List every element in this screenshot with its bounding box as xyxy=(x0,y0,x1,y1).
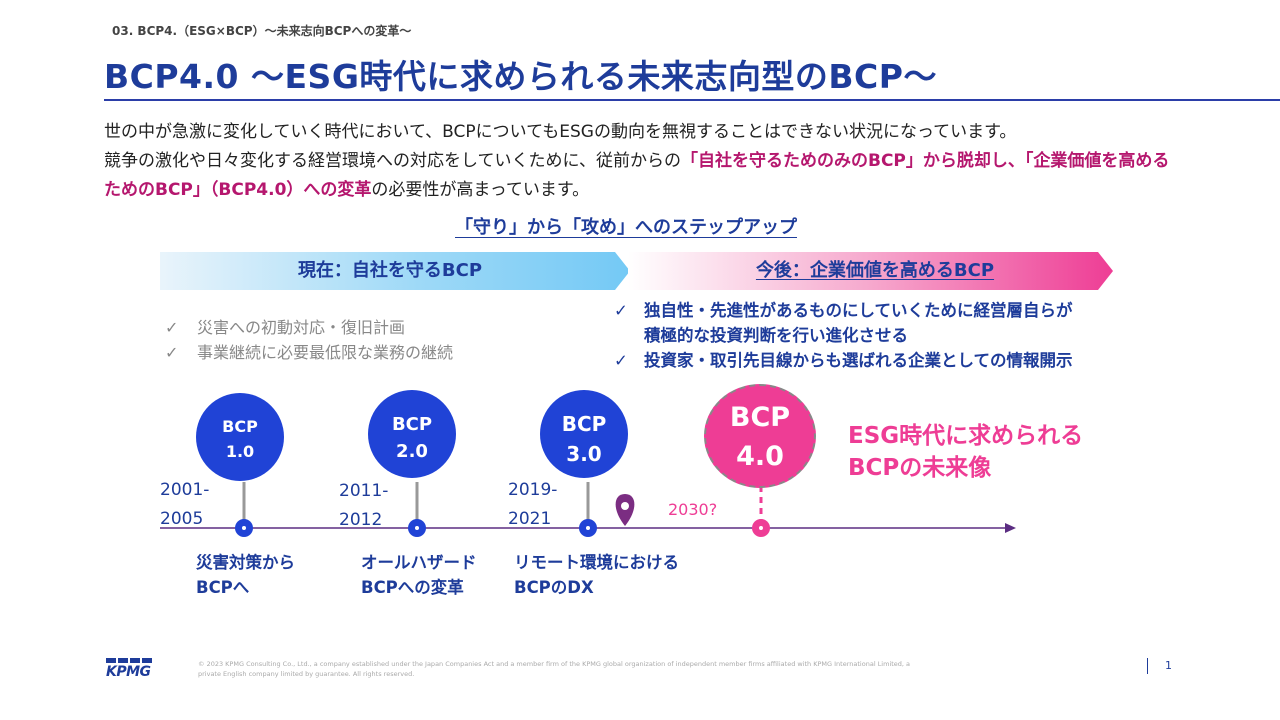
page-number-divider xyxy=(1147,658,1148,674)
timeline-arrowhead xyxy=(1005,523,1016,533)
future-label: 今後：企業価値を高めるBCP xyxy=(755,260,995,281)
list-item: ✓ 独自性・先進性があるものにしていくために経営層自らが xyxy=(614,298,1073,323)
page-title: BCP4.0 ～ESG時代に求められる未来志向型のBCP～ xyxy=(104,57,937,96)
current-item-1: 災害への初動対応・復旧計画 xyxy=(197,318,406,337)
event-stage-2: オールハザード BCPへの変革 xyxy=(361,550,477,600)
title-divider xyxy=(104,99,1280,101)
intro-line-2-suffix: の必要性が高まっています。 xyxy=(371,180,590,200)
list-item: ✓ 災害への初動対応・復旧計画 xyxy=(165,315,453,340)
years-stage-1: 2001- 2005 xyxy=(160,476,209,534)
page-number: 1 xyxy=(1165,659,1172,672)
step-up-heading: 「守り」から「攻め」へのステップアップ xyxy=(455,217,797,238)
list-item: ✓ 事業継続に必要最低限な業務の継続 xyxy=(165,340,453,365)
bcp-4-circle: BCP 4.0 xyxy=(704,384,816,488)
copyright-notice: © 2023 KPMG Consulting Co., Ltd., a comp… xyxy=(198,660,911,678)
years-stage-4: 2030? xyxy=(668,500,718,519)
event-line-1: リモート環境における xyxy=(514,553,679,572)
check-icon: ✓ xyxy=(165,343,179,362)
future-arrow-banner xyxy=(628,252,1113,290)
event-stage-3: リモート環境における BCPのDX xyxy=(514,550,679,600)
timeline-dot-center xyxy=(586,526,590,530)
future-caption-line-1: ESG時代に求められる xyxy=(848,423,1084,449)
future-caption: ESG時代に求められる BCPの未来像 xyxy=(848,420,1083,484)
event-line-1: 災害対策から xyxy=(196,553,295,572)
years-end: 2021 xyxy=(508,509,552,529)
list-item: ✓ 投資家・取引先目線からも選ばれる企業としての情報開示 xyxy=(614,348,1073,373)
years-start: 2001- xyxy=(160,480,210,500)
logo-bars xyxy=(106,658,152,663)
years-start: 2011- xyxy=(339,481,389,501)
years-stage-3: 2019- 2021 xyxy=(508,476,557,534)
event-line-1: オールハザード xyxy=(361,553,477,572)
kpmg-logo: KPMG xyxy=(106,658,152,680)
future-caption-line-2: BCPの未来像 xyxy=(848,455,992,481)
bcp-1-circle: BCP 1.0 xyxy=(196,393,284,481)
bcp-2-version: 2.0 xyxy=(396,441,428,462)
years-stage-2: 2011- 2012 xyxy=(339,477,388,535)
bcp-1-name: BCP xyxy=(222,417,258,436)
bcp-2-name: BCP xyxy=(391,414,433,435)
bcp-4-name: BCP xyxy=(729,402,791,433)
years-end: 2012 xyxy=(339,510,383,530)
event-line-2: BCPへ xyxy=(196,578,250,597)
bcp-2-circle: BCP 2.0 xyxy=(368,390,456,478)
check-icon: ✓ xyxy=(165,318,179,337)
current-arrow-banner xyxy=(160,252,630,290)
future-list: ✓ 独自性・先進性があるものにしていくために経営層自らが 積極的な投資判断を行い… xyxy=(614,298,1073,373)
future-item-2: 投資家・取引先目線からも選ばれる企業としての情報開示 xyxy=(644,351,1073,370)
event-stage-1: 災害対策から BCPへ xyxy=(196,550,295,600)
bcp-3-name: BCP xyxy=(561,412,607,436)
timeline-dot-center xyxy=(242,526,246,530)
bcp-4-version: 4.0 xyxy=(736,441,784,472)
event-line-2: BCPのDX xyxy=(514,578,594,597)
future-item-1-line-1: 独自性・先進性があるものにしていくために経営層自らが xyxy=(644,301,1073,320)
current-label: 現在：自社を守るBCP xyxy=(297,260,483,281)
intro-highlight: 「自社を守るためのみのBCP」から脱却し、「企業価値を高めるためのBCP」（BC… xyxy=(104,151,1170,200)
event-line-2: BCPへの変革 xyxy=(361,578,464,597)
years-start: 2019- xyxy=(508,480,558,500)
bcp-1-version: 1.0 xyxy=(225,442,255,461)
intro-line-2-prefix: 競争の激化や日々変化する経営環境への対応をしていくために、従前からの xyxy=(104,151,681,171)
current-item-2: 事業継続に必要最低限な業務の継続 xyxy=(197,343,454,362)
location-pin-icon xyxy=(615,494,635,526)
check-icon: ✓ xyxy=(614,351,628,370)
logo-text: KPMG xyxy=(106,664,151,680)
years-end: 2005 xyxy=(160,509,204,529)
bcp-3-version: 3.0 xyxy=(566,442,602,466)
breadcrumb: 03. BCP4.（ESG×BCP）～未来志向BCPへの変革～ xyxy=(112,24,412,38)
bcp-3-circle: BCP 3.0 xyxy=(540,390,628,478)
timeline-dot-center xyxy=(415,526,419,530)
future-item-1-line-2: 積極的な投資判断を行い進化させる xyxy=(644,326,908,345)
check-icon: ✓ xyxy=(614,301,628,320)
timeline-dot-center xyxy=(759,526,763,530)
intro-line-2: 競争の激化や日々変化する経営環境への対応をしていくために、従前からの「自社を守る… xyxy=(104,147,1184,205)
current-list: ✓ 災害への初動対応・復旧計画 ✓ 事業継続に必要最低限な業務の継続 xyxy=(165,315,453,365)
intro-paragraph: 世の中が急激に変化していく時代において、BCPについてもESGの動向を無視するこ… xyxy=(104,118,1184,205)
intro-line-1: 世の中が急激に変化していく時代において、BCPについてもESGの動向を無視するこ… xyxy=(104,122,1017,142)
